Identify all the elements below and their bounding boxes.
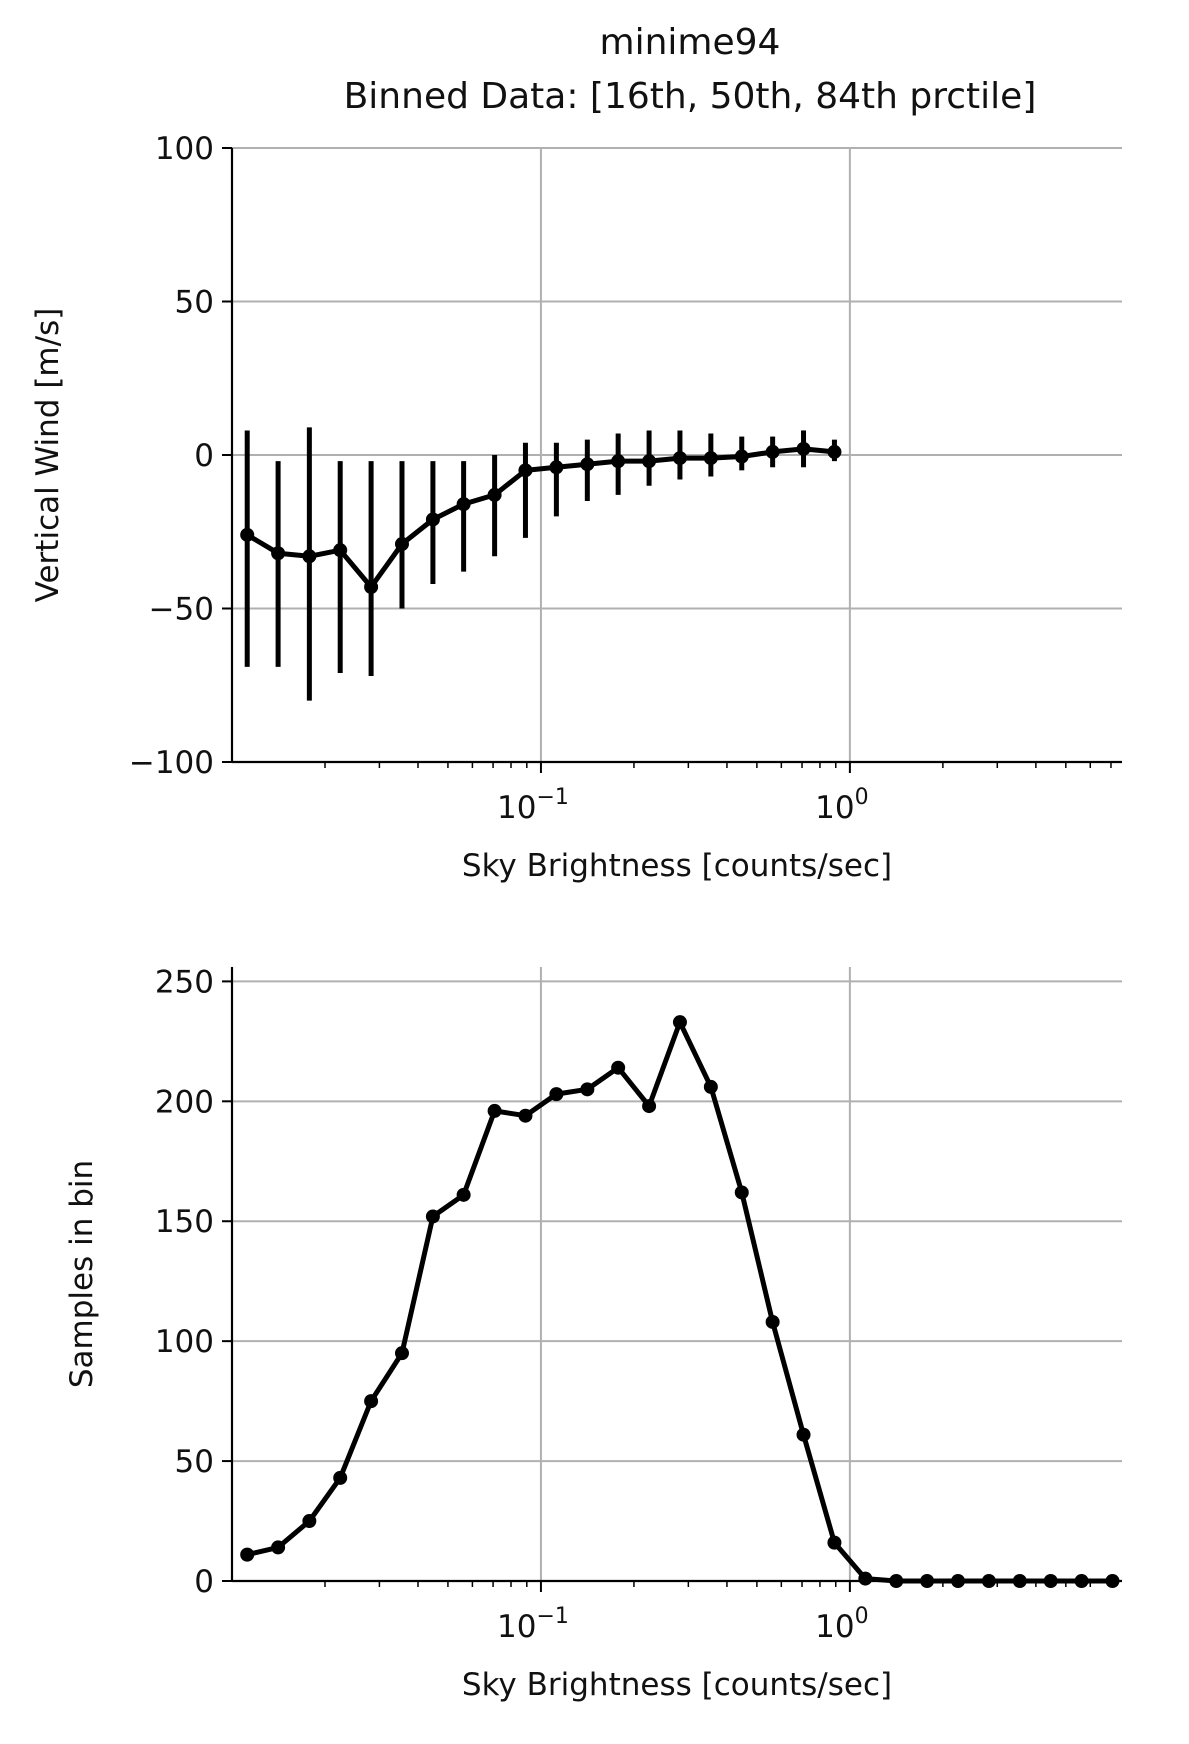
data-point xyxy=(765,444,780,459)
data-point xyxy=(456,1187,471,1202)
data-point xyxy=(425,1209,440,1224)
y-tick-label: 0 xyxy=(194,438,214,474)
data-point xyxy=(827,444,842,459)
data-point xyxy=(642,1099,657,1114)
data-point xyxy=(734,449,749,464)
y-tick-label: 50 xyxy=(175,1444,214,1480)
data-point xyxy=(981,1574,996,1588)
y-tick-label: 50 xyxy=(175,285,214,321)
data-point xyxy=(765,1314,780,1329)
data-point xyxy=(580,457,595,472)
samples-panel: 0 50 100 150 200 250 10−1 100 Sky Brightness [co… xyxy=(64,964,1122,1703)
data-point xyxy=(858,1571,873,1586)
chart-title-line-1: minime94 xyxy=(599,22,781,63)
data-point xyxy=(796,1427,811,1442)
data-point xyxy=(827,1535,842,1550)
y-tick-label: 100 xyxy=(155,131,214,167)
data-point xyxy=(271,1540,286,1555)
data-point xyxy=(518,1108,533,1123)
data-point xyxy=(734,1185,749,1200)
data-point xyxy=(271,546,286,561)
data-point xyxy=(580,1082,595,1097)
data-point xyxy=(796,441,811,456)
data-point xyxy=(240,527,255,542)
y-tick-label: 150 xyxy=(155,1204,214,1240)
series-line xyxy=(246,1019,1113,1584)
data-point xyxy=(889,1574,904,1588)
data-point xyxy=(549,1087,564,1102)
data-point xyxy=(1074,1574,1089,1588)
data-point xyxy=(394,1346,409,1361)
data-point xyxy=(425,512,440,527)
data-point xyxy=(920,1574,935,1588)
data-point xyxy=(302,1514,317,1529)
data-point xyxy=(1012,1574,1027,1588)
data-point xyxy=(703,1079,718,1094)
data-point xyxy=(611,454,626,469)
x-tick-label: 10−1 xyxy=(497,785,569,826)
x-tick-label: 100 xyxy=(815,1604,868,1645)
y-tick-label: −50 xyxy=(149,592,214,628)
y-tick-label: 0 xyxy=(194,1564,214,1600)
wind-panel: −100 −50 0 50 100 10−1 100 Sky Brightness [coun… xyxy=(30,131,1122,884)
data-point xyxy=(1043,1574,1058,1588)
chart-title-line-2: Binned Data: [16th, 50th, 84th prctile] xyxy=(343,76,1037,117)
data-point xyxy=(611,1060,626,1075)
x-tick-label: 100 xyxy=(815,785,868,826)
data-point xyxy=(549,460,564,475)
x-axis-label: Sky Brightness [counts/sec] xyxy=(462,1667,892,1703)
data-point xyxy=(333,543,348,558)
y-axis-label: Vertical Wind [m/s] xyxy=(30,308,66,603)
y-axis-label: Samples in bin xyxy=(64,1160,100,1388)
data-point xyxy=(487,487,502,502)
y-tick-label: 100 xyxy=(155,1324,214,1360)
x-tick-label: 10−1 xyxy=(497,1604,569,1645)
y-tick-label: 250 xyxy=(155,964,214,1000)
data-point xyxy=(487,1103,502,1118)
data-point xyxy=(333,1470,348,1485)
data-point xyxy=(302,549,317,564)
y-tick-label: 200 xyxy=(155,1084,214,1120)
data-point xyxy=(1105,1574,1120,1588)
data-point xyxy=(518,463,533,478)
y-tick-label: −100 xyxy=(129,745,214,781)
data-point xyxy=(672,451,687,466)
data-point xyxy=(394,537,409,552)
data-point xyxy=(703,451,718,466)
data-point xyxy=(364,1394,379,1409)
data-point xyxy=(240,1547,255,1562)
x-axis-label: Sky Brightness [counts/sec] xyxy=(462,848,892,884)
data-point xyxy=(456,497,471,512)
data-point xyxy=(642,454,657,469)
data-point xyxy=(951,1574,966,1588)
data-point xyxy=(672,1015,687,1030)
data-point xyxy=(364,580,379,595)
